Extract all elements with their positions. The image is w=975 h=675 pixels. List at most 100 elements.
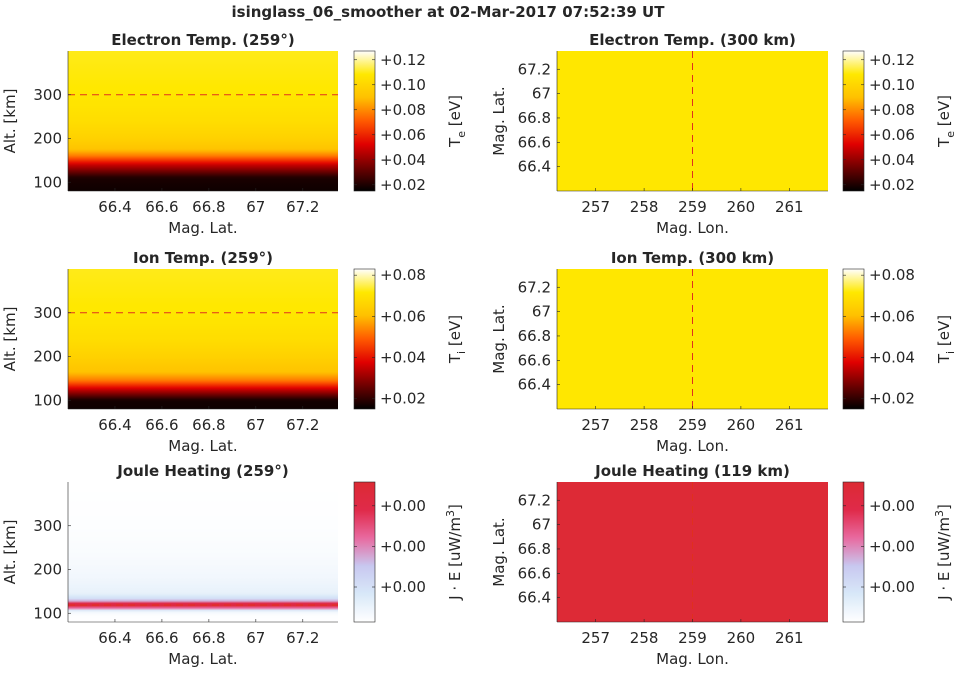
y-tick-label: 200 (33, 348, 62, 366)
y-axis-label: Mag. Lat. (490, 86, 508, 155)
x-axis-label: Mag. Lat. (168, 437, 237, 455)
x-tick-label: 66.8 (192, 416, 225, 434)
y-tick-label: 66.4 (518, 158, 551, 176)
x-tick-label: 258 (630, 629, 659, 647)
panel-title: Ion Temp. (259°) (133, 249, 273, 267)
y-tick-label: 67 (532, 85, 551, 103)
x-axis-label: Mag. Lat. (168, 219, 237, 237)
panel-title: Joule Heating (259°) (116, 462, 288, 480)
heatmap-2 (68, 269, 338, 409)
colorbar-tick-label: +0.06 (869, 307, 915, 325)
x-tick-label: 66.4 (98, 629, 131, 647)
y-tick-label: 66.6 (518, 133, 551, 151)
colorbar-tick-label: +0.08 (869, 266, 915, 284)
colorbar-tick-label: +0.10 (869, 76, 915, 94)
x-tick-label: 258 (630, 198, 659, 216)
y-tick-label: 66.8 (518, 327, 551, 345)
x-tick-label: 259 (678, 629, 707, 647)
colorbar-tick-label: +0.00 (380, 578, 426, 596)
colorbar-tick-label: +0.00 (380, 497, 426, 515)
y-tick-label: 66.6 (518, 564, 551, 582)
colorbar-label: Ti [eV] (935, 315, 957, 364)
x-tick-label: 257 (581, 416, 610, 434)
y-tick-label: 100 (33, 391, 62, 409)
colorbar-0 (353, 50, 376, 192)
colorbar-tick-label: +0.00 (869, 497, 915, 515)
heatmap-1 (557, 51, 828, 191)
x-tick-label: 67 (246, 629, 265, 647)
colorbar-tick-label: +0.00 (869, 537, 915, 555)
x-tick-label: 260 (727, 629, 756, 647)
panel-title: Ion Temp. (300 km) (611, 249, 774, 267)
panel-title: Electron Temp. (259°) (111, 31, 294, 49)
colorbar-tick-label: +0.02 (380, 176, 426, 194)
heatmap-3 (557, 269, 828, 409)
panel-3: 257 258 259 260 261 66.4 66.6 66.8 67 67.2 Ion Tem… (490, 249, 957, 455)
colorbar-label: J · E [uW/m3] (933, 504, 953, 601)
colorbar-tick-label: +0.02 (869, 176, 915, 194)
x-axis-label: Mag. Lon. (656, 437, 729, 455)
x-tick-label: 66.8 (192, 198, 225, 216)
x-tick-label: 66.6 (145, 629, 178, 647)
y-tick-label: 67.2 (518, 60, 551, 78)
y-tick-label: 67 (532, 303, 551, 321)
y-tick-label: 66.4 (518, 589, 551, 607)
heatmap-0 (68, 51, 338, 191)
y-axis-label: Alt. [km] (1, 520, 19, 585)
x-tick-label: 257 (581, 629, 610, 647)
colorbar-tick-label: +0.06 (380, 126, 426, 144)
x-tick-label: 66.4 (98, 416, 131, 434)
colorbar-tick-label: +0.00 (380, 537, 426, 555)
colorbar-tick-label: +0.04 (380, 349, 426, 367)
x-tick-label: 67.2 (286, 416, 319, 434)
x-tick-label: 261 (775, 629, 804, 647)
heatmap-5 (557, 482, 828, 622)
x-tick-label: 66.6 (145, 198, 178, 216)
x-tick-label: 66.6 (145, 416, 178, 434)
colorbar-tick-label: +0.04 (380, 151, 426, 169)
colorbar-tick-label: +0.00 (869, 578, 915, 596)
panel-2: 66.4 66.6 66.8 67 67.2 100 200 300 Ion Temp. (25… (1, 249, 468, 455)
y-tick-label: 300 (33, 517, 62, 535)
colorbar-tick-label: +0.06 (380, 307, 426, 325)
colorbar-tick-label: +0.04 (869, 349, 915, 367)
panel-1: 257 258 259 260 261 66.4 66.6 66.8 67 67.2 Electro… (490, 31, 957, 237)
colorbar-label: Te [eV] (446, 95, 468, 148)
y-tick-label: 100 (33, 173, 62, 191)
colorbar-tick-label: +0.08 (380, 101, 426, 119)
x-tick-label: 260 (727, 416, 756, 434)
y-tick-label: 67 (532, 516, 551, 534)
colorbar-tick-label: +0.08 (380, 266, 426, 284)
x-tick-label: 66.4 (98, 198, 131, 216)
y-tick-label: 300 (33, 86, 62, 104)
x-tick-label: 260 (727, 198, 756, 216)
y-tick-label: 67.2 (518, 491, 551, 509)
x-tick-label: 259 (678, 198, 707, 216)
colorbar-tick-label: +0.12 (380, 51, 426, 69)
y-tick-label: 200 (33, 561, 62, 579)
x-tick-label: 261 (775, 198, 804, 216)
colorbar-tick-label: +0.06 (869, 126, 915, 144)
y-tick-label: 100 (33, 604, 62, 622)
colorbar-4 (353, 481, 376, 623)
colorbar-tick-label: +0.08 (869, 101, 915, 119)
x-axis-label: Mag. Lon. (656, 650, 729, 668)
y-tick-label: 66.8 (518, 109, 551, 127)
panel-0: 66.4 66.6 66.8 67 67.2 100 200 300 Electron Temp… (1, 31, 468, 237)
figure-title: isinglass_06_smoother at 02-Mar-2017 07:… (232, 3, 666, 21)
colorbar-5 (842, 481, 865, 623)
colorbar-tick-label: +0.10 (380, 76, 426, 94)
x-tick-label: 257 (581, 198, 610, 216)
x-axis-label: Mag. Lon. (656, 219, 729, 237)
colorbar-tick-label: +0.02 (380, 390, 426, 408)
x-tick-label: 67.2 (286, 629, 319, 647)
y-axis-label: Alt. [km] (1, 307, 19, 372)
y-axis-label: Mag. Lat. (490, 304, 508, 373)
panel-4: 66.4 66.6 66.8 67 67.2 100 200 300 Joule Heating… (1, 462, 464, 668)
y-axis-label: Mag. Lat. (490, 517, 508, 586)
colorbar-tick-label: +0.04 (869, 151, 915, 169)
x-tick-label: 67.2 (286, 198, 319, 216)
x-tick-label: 258 (630, 416, 659, 434)
panel-title: Joule Heating (119 km) (594, 462, 790, 480)
